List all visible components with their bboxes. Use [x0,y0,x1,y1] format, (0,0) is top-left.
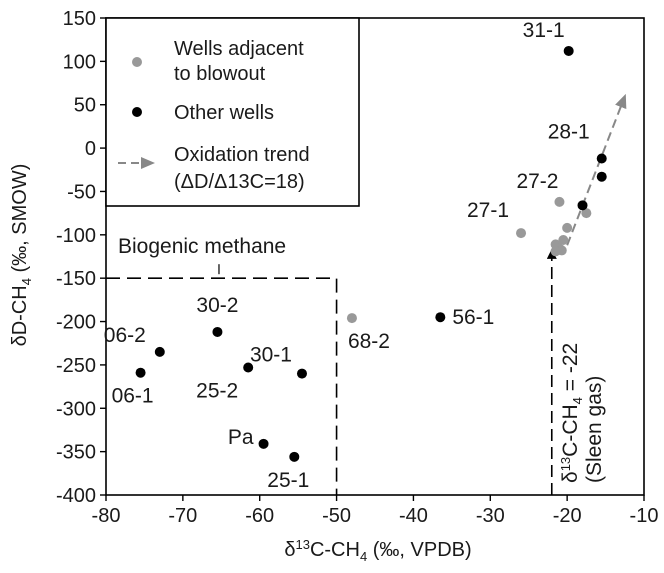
adjacent-well-point [516,228,527,239]
point-label: 30-2 [196,294,238,317]
point-label: 31-1 [523,19,565,42]
biogenic-methane-box [106,277,338,495]
sleen-gas-sublabel: (Sleen gas) [583,376,606,483]
legend-adjacent-label-1: Wells adjacent [174,38,304,60]
point-label: 27-1 [467,199,509,222]
adjacent-well-point [554,196,565,207]
point-labels: 31-1 28-1 27-2 27-1 56-1 68-2 30-2 06-2 06-1 25-2… [104,19,590,492]
adjacent-well-point [581,208,592,219]
y-tick-label: 0 [85,138,96,160]
x-axis-title: δ13C-CH4 (‰, VPDB) [284,537,471,564]
point-label: 25-1 [267,469,309,492]
point-label: 68-2 [348,330,390,353]
x-tick-label: -70 [168,505,197,527]
x-tick-label: -30 [476,505,505,527]
y-tick-label: -100 [56,225,96,247]
other-well-point [577,200,588,211]
legend-trend-label-2: (ΔD/Δ13C=18) [174,171,305,193]
y-tick-label: 100 [63,51,96,73]
point-label: 06-1 [112,385,154,408]
data-points [135,45,607,462]
x-tick-label: -50 [322,505,351,527]
y-tick-label: -300 [56,398,96,420]
y-tick-label: -200 [56,312,96,334]
other-well-point [596,171,607,182]
x-tick-label: -80 [92,505,121,527]
point-label: 27-2 [516,170,558,193]
biogenic-methane-label: Biogenic methane [118,235,286,258]
other-well-point [289,451,300,462]
y-tick-label: -250 [56,355,96,377]
x-tick-label: -10 [630,505,659,527]
other-well-point [435,312,446,323]
y-axis-title: δD-CH4 (‰, SMOW) [9,164,34,347]
point-label: 56-1 [452,306,494,329]
legend-adjacent-marker [132,57,142,67]
other-well-point [243,362,254,373]
x-tick-label: -60 [245,505,274,527]
legend-other-marker [132,107,142,117]
other-well-point [135,367,146,378]
x-axis: -80 -70 -60 -50 -40 -30 -20 -10 [92,495,659,527]
other-well-point [596,153,607,164]
legend-other-label: Other wells [174,102,274,124]
legend-box [105,17,360,207]
point-label: 28-1 [548,120,590,143]
y-tick-label: -150 [56,268,96,290]
legend-adjacent-label-2: to blowout [174,63,266,85]
point-label: 25-2 [196,380,238,403]
adjacent-well-point [346,313,357,324]
y-tick-label: 50 [74,95,96,117]
point-label: Pa [228,426,254,449]
other-well-point [563,45,574,56]
legend-trend-label-1: Oxidation trend [174,144,310,166]
other-well-point [212,326,223,337]
y-tick-label: -50 [67,181,96,203]
other-well-point [154,346,165,357]
adjacent-well-point [550,246,561,257]
y-tick-label: -350 [56,442,96,464]
x-tick-label: -40 [399,505,428,527]
adjacent-well-point [558,235,569,246]
adjacent-well-point [562,222,573,233]
point-label: 30-1 [250,344,292,367]
x-tick-label: -20 [553,505,582,527]
sleen-gas-label: δ13C-CH4 = -22 [558,343,585,483]
legend: Wells adjacent to blowout Other wells Ox… [105,17,360,207]
other-well-point [296,368,307,379]
point-label: 06-2 [104,324,146,347]
y-axis: 150 100 50 0 -50 -100 -150 -200 -250 -300 -350 -400 [56,8,106,507]
oxidation-trend-arrow [566,93,627,246]
other-well-point [258,438,269,449]
y-tick-label: -400 [56,485,96,507]
y-tick-label: 150 [63,8,96,30]
plot-frame [105,17,645,496]
